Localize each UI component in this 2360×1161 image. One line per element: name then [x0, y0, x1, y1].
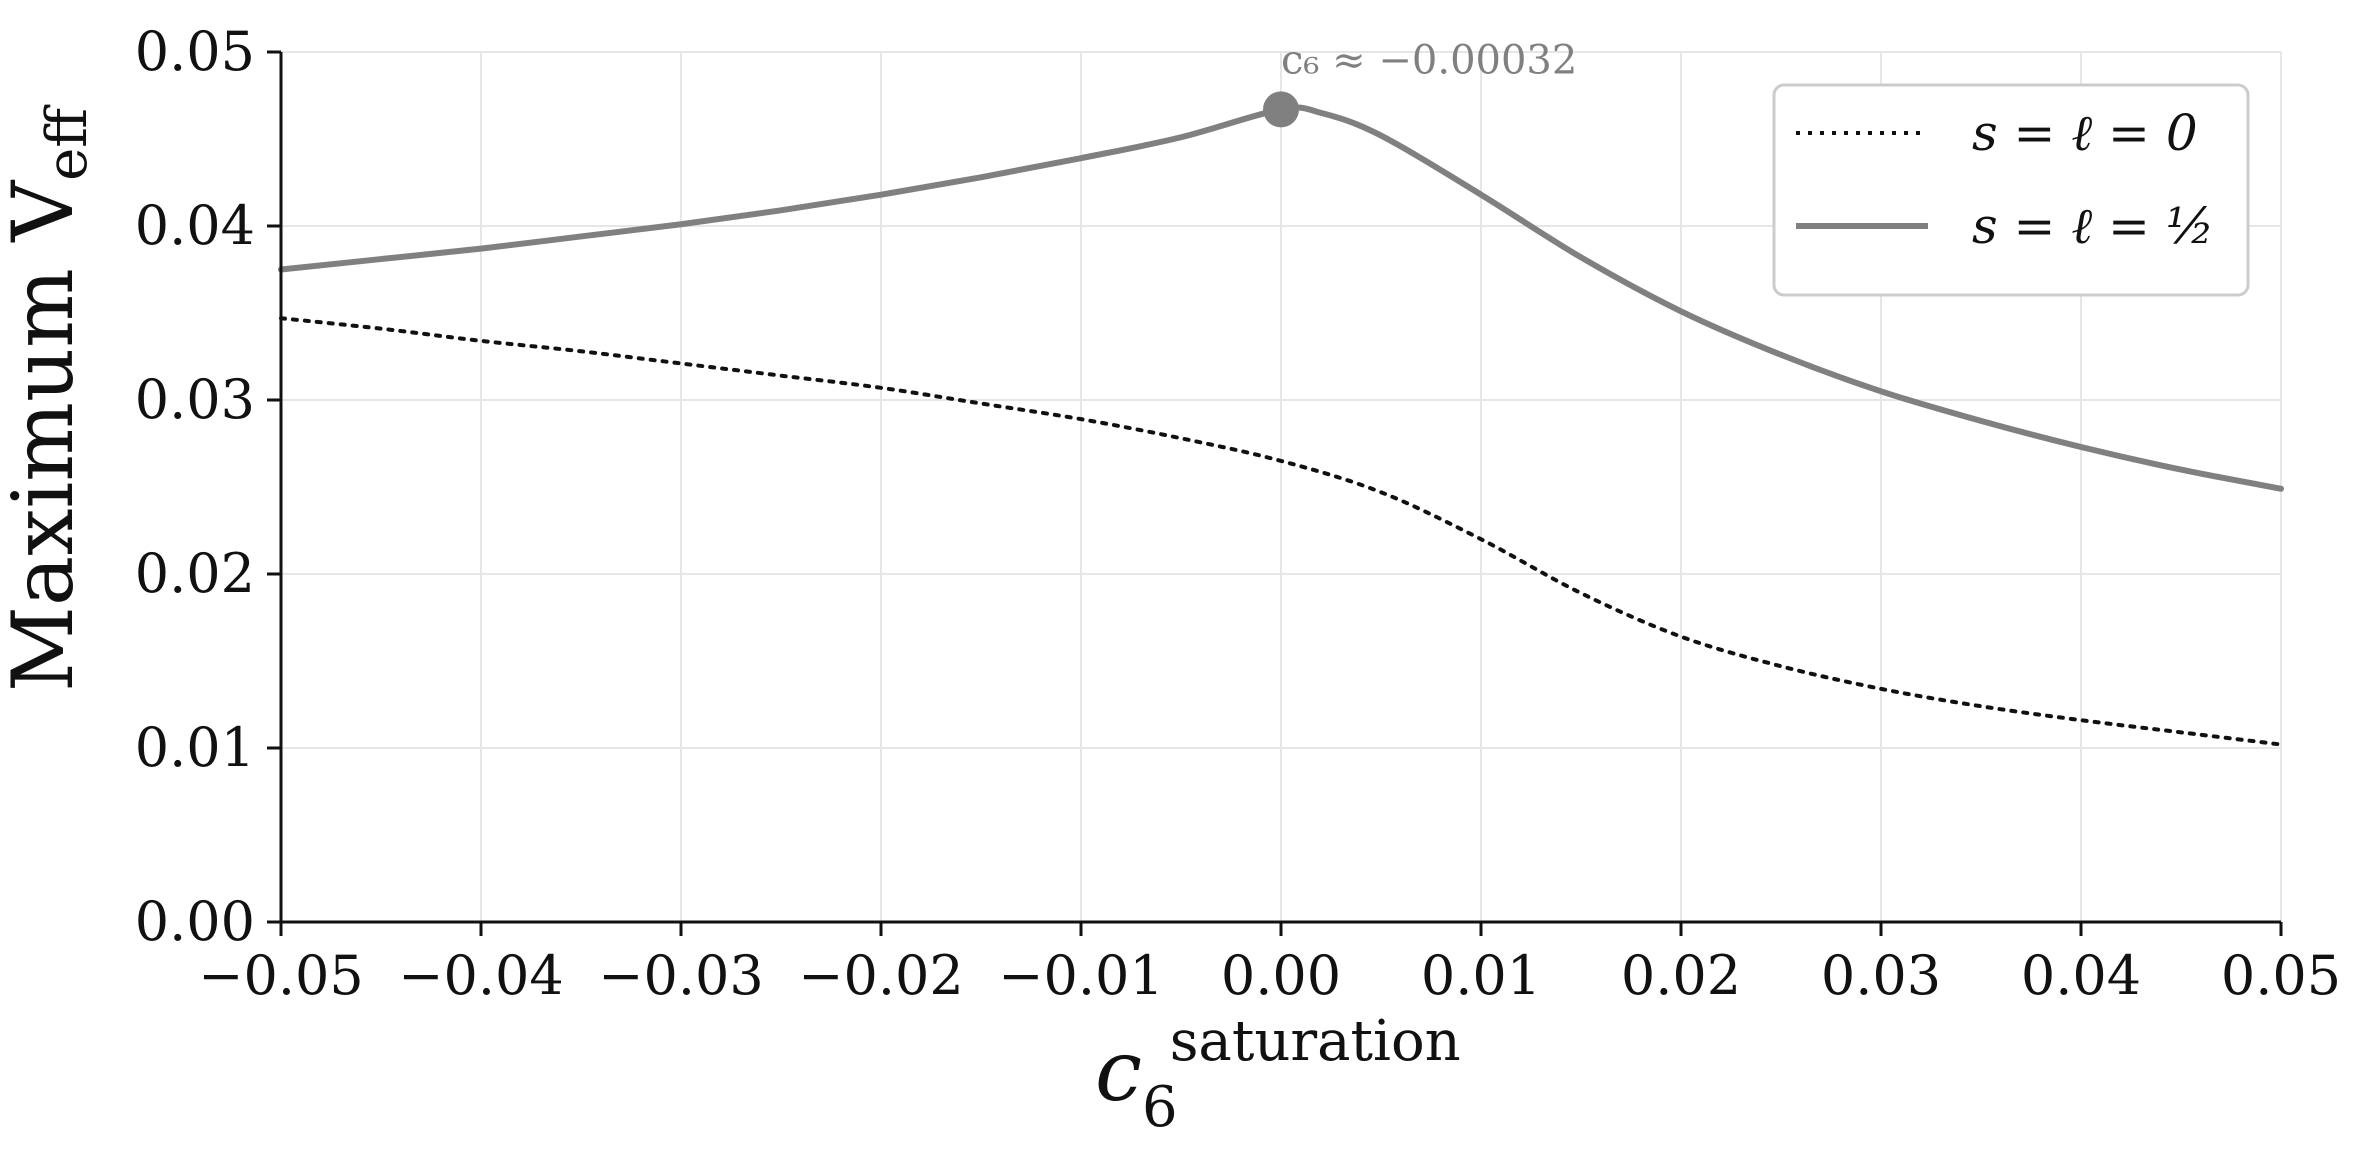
y-tick-label-0: 0.00 [135, 890, 255, 953]
x-tick-label-4: −0.01 [998, 944, 1163, 1007]
y-tick-label-5: 0.05 [135, 20, 255, 83]
ticks: −0.05 −0.04 −0.03 −0.02 −0.01 0.00 0.01 0.02 0.0… [135, 20, 2341, 1007]
y-tick-label-4: 0.04 [135, 194, 255, 257]
y-axis-label: Maximum Veff [0, 104, 100, 692]
y-tick-label-1: 0.01 [135, 716, 255, 779]
series-line-0 [279, 316, 2283, 747]
legend-label-0: s = ℓ = 0 [1972, 104, 2198, 162]
x-axis-label: c6saturation [1095, 1009, 1461, 1140]
x-tick-label-8: 0.03 [1821, 944, 1941, 1007]
annotations: c₆ ≈ −0.00032 [1263, 37, 1577, 128]
series-layer [278, 104, 2284, 747]
y-axis-label-sub: eff [35, 104, 100, 181]
x-tick-label-3: −0.02 [798, 944, 963, 1007]
x-tick-label-10: 0.05 [2221, 944, 2341, 1007]
x-axis-label-main: c [1095, 1022, 1142, 1120]
x-tick-label-0: −0.05 [198, 944, 363, 1007]
y-tick-label-3: 0.03 [135, 368, 255, 431]
legend-box [1772, 83, 2250, 297]
x-axis-label-sup: saturation [1170, 1009, 1461, 1074]
x-axis-label-sub: 6 [1142, 1075, 1178, 1140]
legend: s = ℓ = 0 s = ℓ = ½ [1772, 83, 2250, 297]
y-tick-label-2: 0.02 [135, 542, 255, 605]
x-tick-label-9: 0.04 [2021, 944, 2141, 1007]
series-line-1 [278, 104, 2284, 492]
legend-label-1: s = ℓ = ½ [1972, 197, 2214, 255]
peak-annotation-label: c₆ ≈ −0.00032 [1281, 37, 1577, 83]
x-tick-label-2: −0.03 [598, 944, 763, 1007]
x-tick-label-6: 0.01 [1421, 944, 1541, 1007]
x-tick-label-1: −0.04 [398, 944, 563, 1007]
x-tick-label-7: 0.02 [1621, 944, 1741, 1007]
x-tick-label-5: 0.00 [1221, 944, 1341, 1007]
y-axis-label-main: Maximum V [0, 180, 92, 692]
peak-marker [1263, 91, 1299, 128]
